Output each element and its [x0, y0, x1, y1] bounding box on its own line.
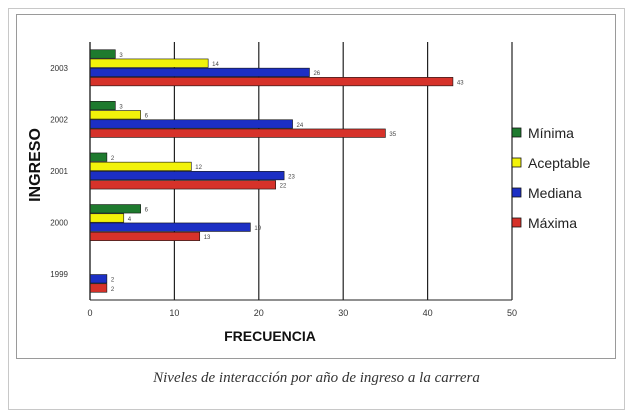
y-tick-label: 2002 [50, 115, 68, 124]
figure-caption: Niveles de interacción por año de ingres… [153, 370, 480, 386]
y-tick-label: 2001 [50, 167, 68, 176]
bar [89, 204, 141, 214]
data-label: 23 [288, 174, 295, 180]
y-axis-label: INGRESO [27, 128, 44, 202]
data-label: 6 [145, 208, 149, 214]
data-label: 22 [280, 184, 287, 190]
x-tick-label: 20 [254, 308, 264, 318]
data-label: 12 [195, 165, 202, 171]
legend-label: Máxima [528, 215, 577, 231]
data-label: 2 [111, 278, 115, 284]
legend-label: Mediana [528, 185, 582, 201]
x-tick-label: 50 [507, 308, 517, 318]
bar-layer [89, 49, 454, 293]
data-label: 14 [212, 62, 219, 68]
data-label: 26 [313, 71, 320, 77]
x-tick-label: 0 [87, 308, 92, 318]
legend-swatch [511, 157, 522, 168]
bar [89, 231, 201, 241]
bar [89, 128, 386, 138]
bar [89, 58, 209, 68]
legend-label: Mínima [528, 125, 574, 141]
bar [89, 180, 276, 190]
x-tick-label: 40 [423, 308, 433, 318]
bar [89, 49, 116, 59]
x-axis-label: FRECUENCIA [224, 328, 316, 344]
legend-swatch [511, 217, 522, 228]
data-label: 35 [389, 132, 396, 138]
bar [89, 152, 108, 162]
bar [89, 101, 116, 111]
legend-swatch [511, 127, 522, 138]
bar [89, 161, 192, 171]
data-label: 19 [254, 226, 261, 232]
x-tick-label: 10 [169, 308, 179, 318]
data-label: 3 [119, 53, 123, 59]
bar [89, 283, 108, 293]
y-tick-label: 1999 [50, 270, 68, 279]
bar [89, 67, 310, 77]
bar [89, 110, 141, 120]
bar [89, 222, 251, 232]
bar [89, 213, 125, 223]
data-label: 3 [119, 104, 123, 110]
bar [89, 171, 285, 181]
label-layer: 0 10 20 30 40 5019992220006419132001212232220… [50, 53, 517, 318]
data-label: 6 [145, 114, 149, 120]
bar [89, 77, 454, 87]
data-label: 24 [297, 123, 304, 129]
data-label: 43 [457, 80, 464, 86]
bar [89, 274, 108, 284]
x-tick-label: 30 [338, 308, 348, 318]
y-tick-label: 2000 [50, 219, 68, 228]
bar [89, 119, 293, 129]
data-label: 2 [111, 156, 115, 162]
data-label: 13 [204, 235, 211, 241]
data-label: 4 [128, 217, 132, 223]
y-tick-label: 2003 [50, 64, 68, 73]
legend-label: Aceptable [528, 155, 590, 171]
data-label: 2 [111, 287, 115, 293]
legend: Mínima Aceptable Mediana Máxima [511, 125, 590, 231]
legend-swatch [511, 187, 522, 198]
axis-layer [89, 42, 512, 301]
